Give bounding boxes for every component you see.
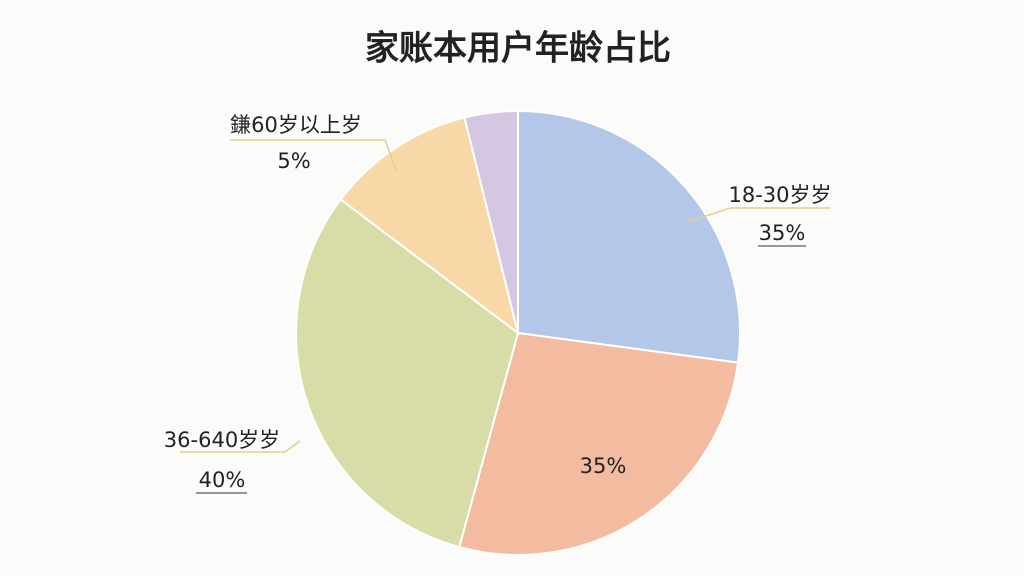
pie-slice bbox=[463, 109, 519, 334]
slice-label: 18-30岁岁 bbox=[728, 183, 831, 207]
pie-slice bbox=[295, 198, 520, 549]
chart-title: 家账本用户年龄占比 bbox=[365, 29, 671, 69]
pie-slice bbox=[458, 331, 740, 556]
leader-line bbox=[687, 207, 830, 223]
leader-line bbox=[180, 440, 301, 453]
value-label: 35% bbox=[580, 454, 627, 478]
value-label: 5% bbox=[277, 149, 310, 173]
pie-slice bbox=[517, 109, 741, 364]
pie-slice bbox=[339, 116, 520, 336]
leader-line bbox=[230, 139, 397, 171]
slice-label: 36-640岁岁 bbox=[164, 428, 280, 452]
value-label: 35% bbox=[759, 221, 806, 245]
slice-label: 鎌60岁以上岁 bbox=[230, 113, 362, 137]
value-label: 40% bbox=[199, 468, 246, 492]
